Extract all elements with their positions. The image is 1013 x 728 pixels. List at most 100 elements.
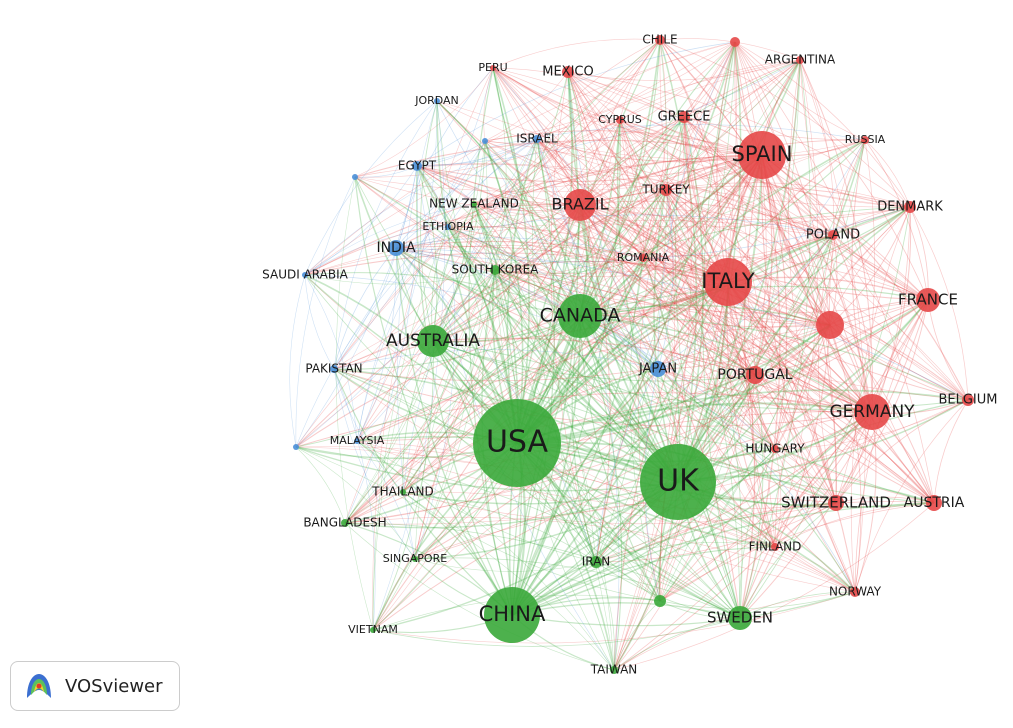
edge (416, 154, 763, 183)
edge (579, 315, 776, 450)
node (484, 587, 540, 643)
logo[interactable]: VOSviewer (10, 661, 180, 711)
edge (550, 71, 597, 563)
edge (511, 502, 935, 616)
edge (304, 219, 834, 276)
node-label: HUNGARY (745, 442, 805, 456)
edge (494, 269, 831, 328)
edge (536, 138, 776, 450)
node (730, 37, 740, 47)
node-label: DENMARK (877, 200, 943, 215)
edge (356, 440, 776, 471)
edge (567, 71, 679, 483)
edge (536, 138, 866, 160)
edge (473, 203, 837, 504)
edge (356, 440, 597, 563)
edge (304, 274, 358, 442)
node (828, 495, 844, 511)
nodes (293, 35, 974, 674)
edge (402, 269, 496, 493)
edge (484, 140, 929, 301)
edge (436, 100, 597, 563)
edge (619, 119, 741, 619)
edge (774, 411, 873, 548)
edge (665, 59, 801, 191)
edge (579, 315, 756, 376)
node-label: NORWAY (829, 585, 882, 599)
edge (613, 374, 756, 671)
edge (494, 260, 729, 283)
edge (436, 100, 911, 208)
logo-text: VOSviewer (65, 675, 163, 697)
edge (344, 257, 644, 524)
edge (494, 138, 538, 271)
edge (344, 281, 729, 524)
edge (372, 617, 741, 647)
edge (677, 399, 969, 483)
edge (716, 41, 736, 283)
edge (739, 448, 776, 619)
node (704, 258, 752, 306)
edge (402, 491, 837, 525)
node-label: SWEDEN (707, 609, 773, 627)
edge (511, 41, 736, 616)
edge (333, 247, 397, 370)
edge (734, 41, 866, 141)
edge (492, 67, 729, 283)
edge (734, 41, 856, 593)
node (388, 240, 404, 256)
edge (829, 139, 866, 326)
edge (595, 154, 763, 563)
edge (492, 67, 831, 326)
edge (333, 100, 438, 370)
edge (536, 138, 620, 671)
edge (416, 165, 756, 376)
edge (761, 154, 935, 504)
edge (567, 71, 831, 326)
edge (511, 71, 580, 616)
node (962, 394, 974, 406)
edge (657, 189, 674, 370)
node-label: SWITZERLAND (781, 494, 891, 512)
node-label: FRANCE (898, 291, 958, 309)
edge (659, 324, 831, 602)
node-label: SAUDI ARABIA (262, 268, 348, 282)
node (654, 595, 666, 607)
edge (420, 100, 438, 342)
edge (344, 491, 404, 524)
edge (395, 247, 969, 401)
edge (516, 119, 621, 444)
edge (473, 154, 763, 206)
edge (372, 41, 736, 631)
edge (395, 247, 597, 563)
edge (356, 247, 397, 442)
edge (344, 374, 756, 524)
edge (835, 399, 969, 504)
edge (432, 189, 667, 342)
edge (356, 140, 486, 442)
edge (595, 368, 659, 563)
edge (492, 67, 756, 376)
edge (447, 59, 801, 228)
node-label: BANGLADESH (303, 516, 386, 530)
edge (774, 502, 935, 548)
node (412, 556, 418, 562)
edge (516, 41, 736, 444)
edge (727, 206, 911, 283)
node-label: CYPRUS (598, 113, 642, 126)
edge (619, 119, 911, 208)
node-label: ETHIOPIA (422, 220, 474, 233)
edge (295, 446, 416, 560)
edge (416, 165, 475, 205)
edge (657, 368, 756, 379)
edge (595, 59, 801, 563)
node (738, 131, 786, 179)
edge (613, 411, 873, 671)
edge (619, 119, 776, 548)
edge (333, 324, 831, 382)
edge (335, 176, 374, 631)
edge (619, 119, 834, 236)
edge (416, 41, 736, 167)
edge (344, 481, 679, 529)
edge (754, 234, 834, 376)
